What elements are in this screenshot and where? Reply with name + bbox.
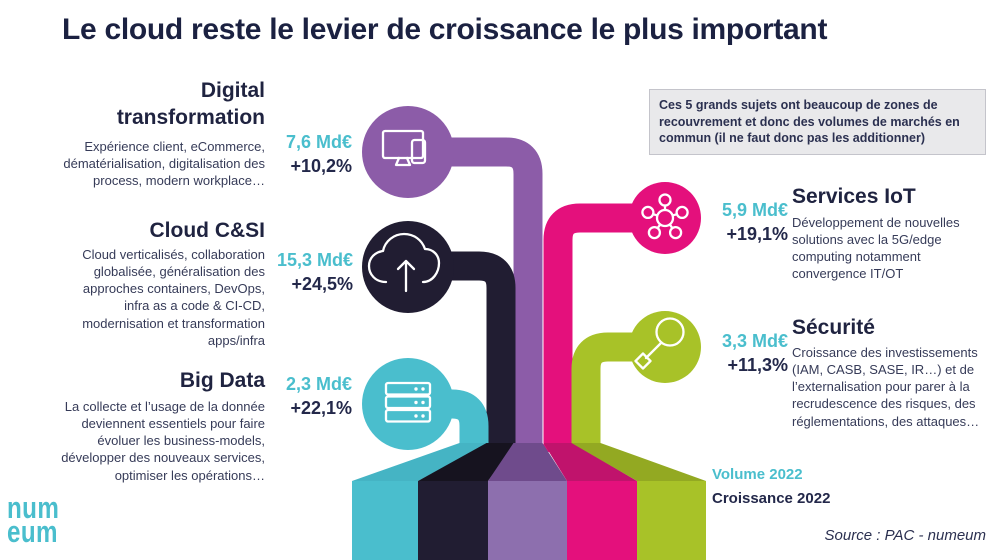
funnel-column-teal: [352, 481, 418, 560]
segment-heading-bigdata: Big Data: [179, 369, 265, 392]
volume-value-cloud: 15,3 Md€: [276, 250, 353, 270]
segment-heading-iot: Services IoT: [792, 185, 916, 208]
logo-line2: eum: [7, 514, 58, 550]
segment-desc-iot: Développement de nouvelles solutions ave…: [792, 215, 960, 282]
circle-bigdata: [362, 358, 454, 450]
segment-values-digital: 7,6 Md€ +10,2%: [260, 131, 352, 179]
volume-value-security: 3,3 Md€: [721, 331, 788, 351]
funnel-face-pink: [543, 443, 637, 481]
cloud-upload-icon: [367, 232, 441, 293]
funnel-face-green: [571, 443, 706, 481]
note-box: Ces 5 grands sujets ont beaucoup de zone…: [649, 89, 986, 155]
volume-value-digital: 7,6 Md€: [285, 132, 352, 152]
segment-values-cloud: 15,3 Md€ +24,5%: [253, 249, 353, 297]
segment-desc-security: Croissance des investissements (IAM, CAS…: [792, 345, 980, 429]
volume-value-bigdata: 2,3 Md€: [285, 374, 352, 394]
growth-value-cloud: +24,5%: [291, 273, 353, 294]
growth-value-bigdata: +22,1%: [290, 397, 352, 418]
volume-value-iot: 5,9 Md€: [721, 200, 788, 220]
funnel-column-pink: [567, 481, 637, 560]
pipe-security: [571, 332, 665, 452]
segment-values-bigdata: 2,3 Md€ +22,1%: [260, 373, 352, 421]
funnel-face-teal: [352, 443, 489, 481]
network-icon: [641, 193, 689, 240]
source-caption: Source : PAC - numeum: [824, 527, 986, 544]
logo-line1: num: [7, 490, 60, 525]
circle-digital: [362, 106, 454, 198]
funnel-column-purple: [488, 481, 567, 560]
funnel-column-dark: [418, 481, 488, 560]
segment-heading-cloud: Cloud C&SI: [149, 219, 266, 242]
funnel-face-dark: [418, 443, 516, 481]
segment-heading-security: Sécurité: [792, 316, 875, 339]
legend-growth-label: Croissance 2022: [712, 490, 831, 507]
numeum-logo: num eum: [7, 490, 60, 550]
pipe-iot: [543, 203, 665, 452]
segment-heading-digital: Digital transformation: [116, 79, 265, 129]
segment-values-security: 3,3 Md€ +11,3%: [696, 330, 788, 378]
pipe-digital: [408, 137, 543, 452]
segment-desc-cloud: Cloud verticalisés, collaboration global…: [82, 247, 265, 348]
growth-value-iot: +19,1%: [726, 223, 788, 244]
server-icon: [384, 381, 432, 423]
funnel-face-purple: [488, 443, 567, 481]
segment-values-iot: 5,9 Md€ +19,1%: [696, 199, 788, 247]
page-title: Le cloud reste le levier de croissance l…: [62, 13, 828, 46]
segment-desc-digital: Expérience client, eCommerce, dématérial…: [63, 139, 265, 189]
growth-value-security: +11,3%: [727, 354, 788, 375]
key-icon: [634, 317, 685, 370]
circle-iot: [629, 182, 701, 254]
segment-desc-bigdata: La collecte et l’usage de la donnée devi…: [61, 399, 265, 483]
legend-volume-label: Volume 2022: [712, 466, 803, 483]
growth-value-digital: +10,2%: [290, 155, 352, 176]
pipe-cloud: [408, 251, 516, 452]
funnel-column-green: [637, 481, 706, 560]
devices-icon: [381, 129, 427, 167]
circle-security: [629, 311, 701, 383]
